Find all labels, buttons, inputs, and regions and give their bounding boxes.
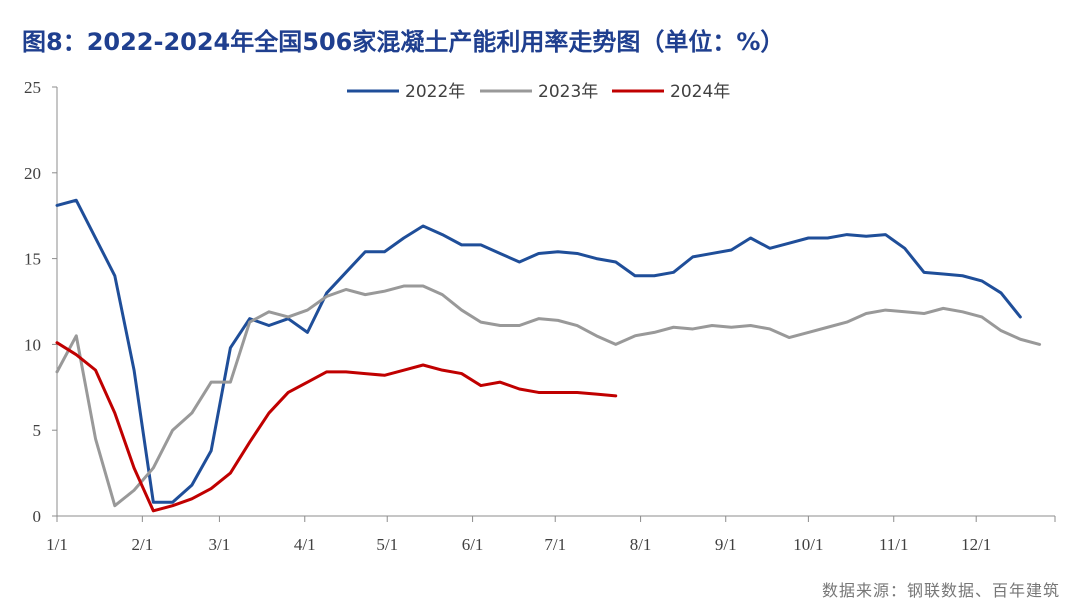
x-tick-label: 4/1 — [294, 535, 316, 554]
y-tick-label: 20 — [24, 164, 41, 183]
chart-title: 图8：2022-2024年全国506家混凝土产能利用率走势图（单位：%） — [22, 28, 785, 56]
x-tick-label: 12/1 — [961, 535, 991, 554]
data-source: 数据来源：钢联数据、百年建筑 — [821, 581, 1060, 600]
x-tick-label: 6/1 — [462, 535, 484, 554]
series-line-2022年 — [55, 198, 1022, 504]
series-line-2024年 — [55, 341, 618, 513]
x-tick-label: 9/1 — [715, 535, 737, 554]
x-tick-label: 7/1 — [544, 535, 566, 554]
legend-label: 2023年 — [538, 82, 598, 102]
y-tick-label: 10 — [24, 335, 41, 354]
x-tick-label: 11/1 — [879, 535, 909, 554]
legend-label: 2024年 — [670, 82, 730, 102]
axes: 0 5 10 15 20 25 1/1 2/1 3/1 4/1 5/1 6/1 7/1 8/1 9/1 10/… — [24, 78, 1056, 554]
y-tick-label: 25 — [24, 78, 41, 97]
x-tick-label: 1/1 — [46, 535, 68, 554]
series-line-2023年 — [55, 284, 1042, 508]
x-tick-label: 5/1 — [376, 535, 398, 554]
x-tick-label: 2/1 — [131, 535, 153, 554]
y-tick-label: 5 — [33, 421, 42, 440]
x-tick-label: 10/1 — [793, 535, 823, 554]
legend-label: 2022年 — [405, 82, 465, 102]
series-lines — [55, 198, 1042, 513]
x-tick-label: 3/1 — [209, 535, 231, 554]
y-tick-label: 15 — [24, 250, 41, 269]
legend: 2022年 2023年 2024年 — [347, 82, 730, 102]
y-tick-label: 0 — [33, 507, 42, 526]
x-tick-label: 8/1 — [630, 535, 652, 554]
